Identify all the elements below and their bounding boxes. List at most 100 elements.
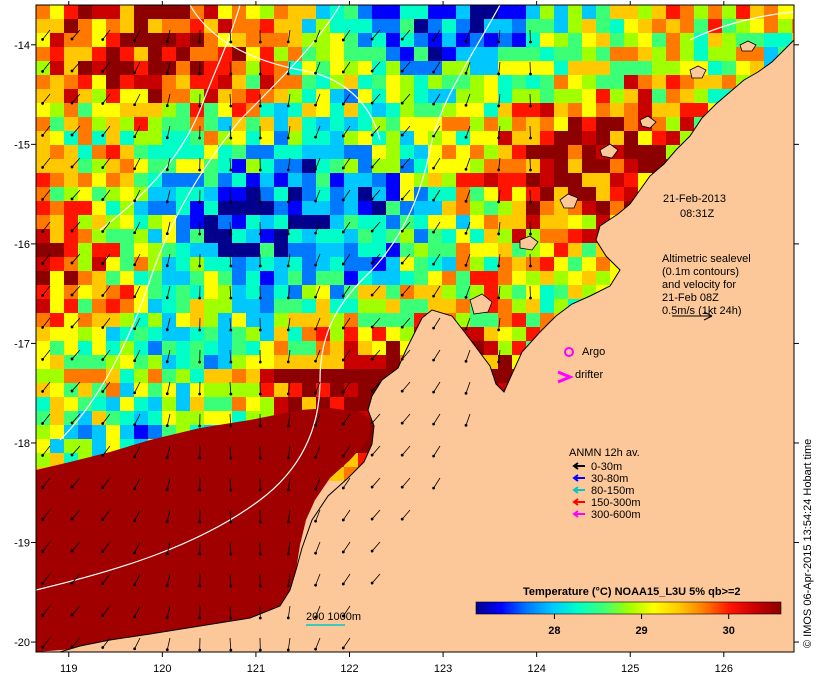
- sst-cell: [148, 257, 162, 271]
- sst-cell: [36, 355, 50, 369]
- sst-cell: [358, 5, 372, 19]
- sst-cell: [456, 271, 470, 285]
- sst-cell: [582, 5, 596, 19]
- velocity-arrow: [198, 477, 202, 492]
- velocity-arrow: [341, 61, 351, 74]
- sst-cell: [778, 5, 792, 19]
- sst-cell: [78, 439, 92, 453]
- velocity-arrow: [314, 189, 321, 203]
- sst-cell: [190, 355, 204, 369]
- colorbar-tick-label: 28: [548, 625, 560, 637]
- velocity-scale-arrow: [672, 311, 713, 321]
- sst-cell: [372, 327, 386, 341]
- velocity-arrow: [464, 189, 471, 203]
- velocity-arrow: [70, 349, 81, 361]
- sst-cell: [274, 187, 288, 201]
- sst-cell: [134, 313, 148, 327]
- sst-cell: [288, 33, 302, 47]
- sst-cell: [134, 117, 148, 131]
- sst-cell: [442, 271, 456, 285]
- velocity-arrow: [370, 189, 381, 201]
- sst-cell: [288, 327, 302, 341]
- sst-cell: [50, 271, 64, 285]
- sst-cell: [316, 131, 330, 145]
- sst-cell: [204, 5, 218, 19]
- velocity-arrow: [41, 221, 51, 233]
- sst-cell: [610, 19, 624, 33]
- sst-cell: [526, 117, 540, 131]
- sst-cell: [106, 397, 120, 411]
- sst-cell: [526, 257, 540, 271]
- velocity-arrow: [229, 445, 233, 460]
- sst-cell: [190, 397, 204, 411]
- sst-cell: [36, 271, 50, 285]
- lat-tick-label: -17: [14, 338, 30, 350]
- sst-cell: [274, 229, 288, 243]
- sst-cell: [190, 229, 204, 243]
- sst-cell: [736, 5, 750, 19]
- sst-cell: [204, 61, 218, 75]
- sst-cell: [260, 341, 274, 355]
- colorbar-bar: [475, 601, 782, 615]
- sst-cell: [596, 117, 610, 131]
- sst-cell: [50, 159, 64, 173]
- sst-cell: [638, 61, 652, 75]
- sst-cell: [680, 103, 694, 117]
- sst-cell: [568, 75, 582, 89]
- sst-cell: [274, 271, 288, 285]
- sst-cell: [64, 201, 78, 215]
- velocity-arrow: [432, 253, 441, 266]
- sst-cell: [456, 201, 470, 215]
- velocity-arrow: [432, 29, 441, 42]
- sst-cell: [204, 187, 218, 201]
- sst-cell: [120, 33, 134, 47]
- sst-cell: [260, 327, 274, 341]
- sst-cell: [134, 271, 148, 285]
- legend-arrow-head-icon: [572, 474, 579, 482]
- velocity-arrow: [101, 157, 111, 169]
- velocity-arrow: [464, 285, 471, 299]
- sst-cell: [652, 117, 666, 131]
- sst-cell: [428, 89, 442, 103]
- sst-cell: [512, 327, 526, 341]
- sst-cell: [526, 103, 540, 117]
- sst-cell: [204, 313, 218, 327]
- drifter-label: drifter: [575, 369, 603, 381]
- sst-cell: [526, 89, 540, 103]
- velocity-arrow: [70, 509, 81, 521]
- velocity-arrow: [464, 157, 471, 171]
- altimetry-line-2: (0.1m contours): [662, 266, 739, 278]
- sst-cell: [512, 313, 526, 327]
- sst-cell: [288, 47, 302, 61]
- velocity-arrow: [258, 189, 262, 204]
- sst-cell: [358, 327, 372, 341]
- sst-cell: [162, 327, 176, 341]
- sst-cell: [428, 47, 442, 61]
- sst-cell: [344, 299, 358, 313]
- sst-cell: [386, 285, 400, 299]
- sst-cell: [428, 103, 442, 117]
- sst-cell: [92, 75, 106, 89]
- sst-cell: [680, 33, 694, 47]
- sst-cell: [498, 89, 512, 103]
- sst-cell: [596, 159, 610, 173]
- sst-cell: [302, 19, 316, 33]
- sst-cell: [134, 103, 148, 117]
- sst-cell: [400, 257, 414, 271]
- sst-cell: [568, 243, 582, 257]
- sst-cell: [78, 19, 92, 33]
- sst-cell: [204, 117, 218, 131]
- sst-cell: [176, 5, 190, 19]
- sst-cell: [148, 299, 162, 313]
- sst-cell: [50, 341, 64, 355]
- sst-cell: [358, 383, 372, 397]
- sst-cell: [190, 299, 204, 313]
- sst-cell: [344, 61, 358, 75]
- sst-cell: [428, 243, 442, 257]
- sst-cell: [92, 61, 106, 75]
- sst-cell: [162, 19, 176, 33]
- sst-cell: [50, 89, 64, 103]
- velocity-arrow: [70, 477, 81, 489]
- velocity-arrow: [70, 93, 81, 105]
- sst-cell: [148, 75, 162, 89]
